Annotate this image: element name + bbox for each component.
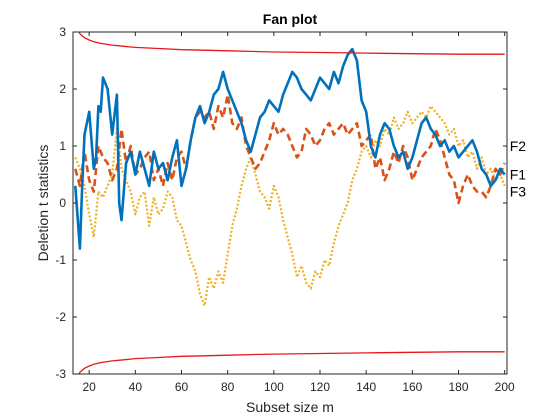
- x-tick-label: 60: [175, 380, 189, 394]
- y-tick-label: -3: [55, 367, 66, 381]
- y-tick-label: -1: [55, 253, 66, 267]
- ticks-layer: 20 40 60 80 100 120 140 160 180 200 -3 -2 -1 0 1 2 3: [55, 25, 515, 394]
- y-tick-label: 1: [59, 139, 66, 153]
- series-line-f2: [74, 47, 506, 250]
- x-tick-label: 180: [449, 380, 469, 394]
- x-tick-label: 100: [264, 380, 284, 394]
- plot-area: [73, 32, 507, 374]
- y-tick-label: -2: [55, 310, 66, 324]
- y-tick-label: 2: [59, 82, 66, 96]
- y-tick-label: 3: [59, 25, 66, 39]
- chart-title: Fan plot: [263, 11, 318, 27]
- series-line-f3: [74, 104, 506, 307]
- series-layer: [74, 32, 506, 374]
- x-tick-label: 20: [82, 380, 96, 394]
- x-tick-label: 120: [310, 380, 330, 394]
- series-line-upper-envelope: [78, 32, 505, 55]
- series-label-f1: F1: [510, 167, 527, 183]
- x-tick-label: 160: [402, 380, 422, 394]
- series-line-f1: [74, 93, 506, 205]
- series-label-f3: F3: [510, 184, 527, 200]
- x-axis-title: Subset size m: [246, 399, 334, 415]
- x-tick-label: 140: [356, 380, 376, 394]
- x-tick-label: 40: [129, 380, 143, 394]
- series-line-lower-envelope: [78, 351, 505, 374]
- series-label-f2: F2: [510, 138, 527, 154]
- y-tick-label: 0: [59, 196, 66, 210]
- x-tick-label: 200: [495, 380, 515, 394]
- y-axis-title: Deletion t statistics: [35, 145, 51, 262]
- x-tick-label: 80: [221, 380, 235, 394]
